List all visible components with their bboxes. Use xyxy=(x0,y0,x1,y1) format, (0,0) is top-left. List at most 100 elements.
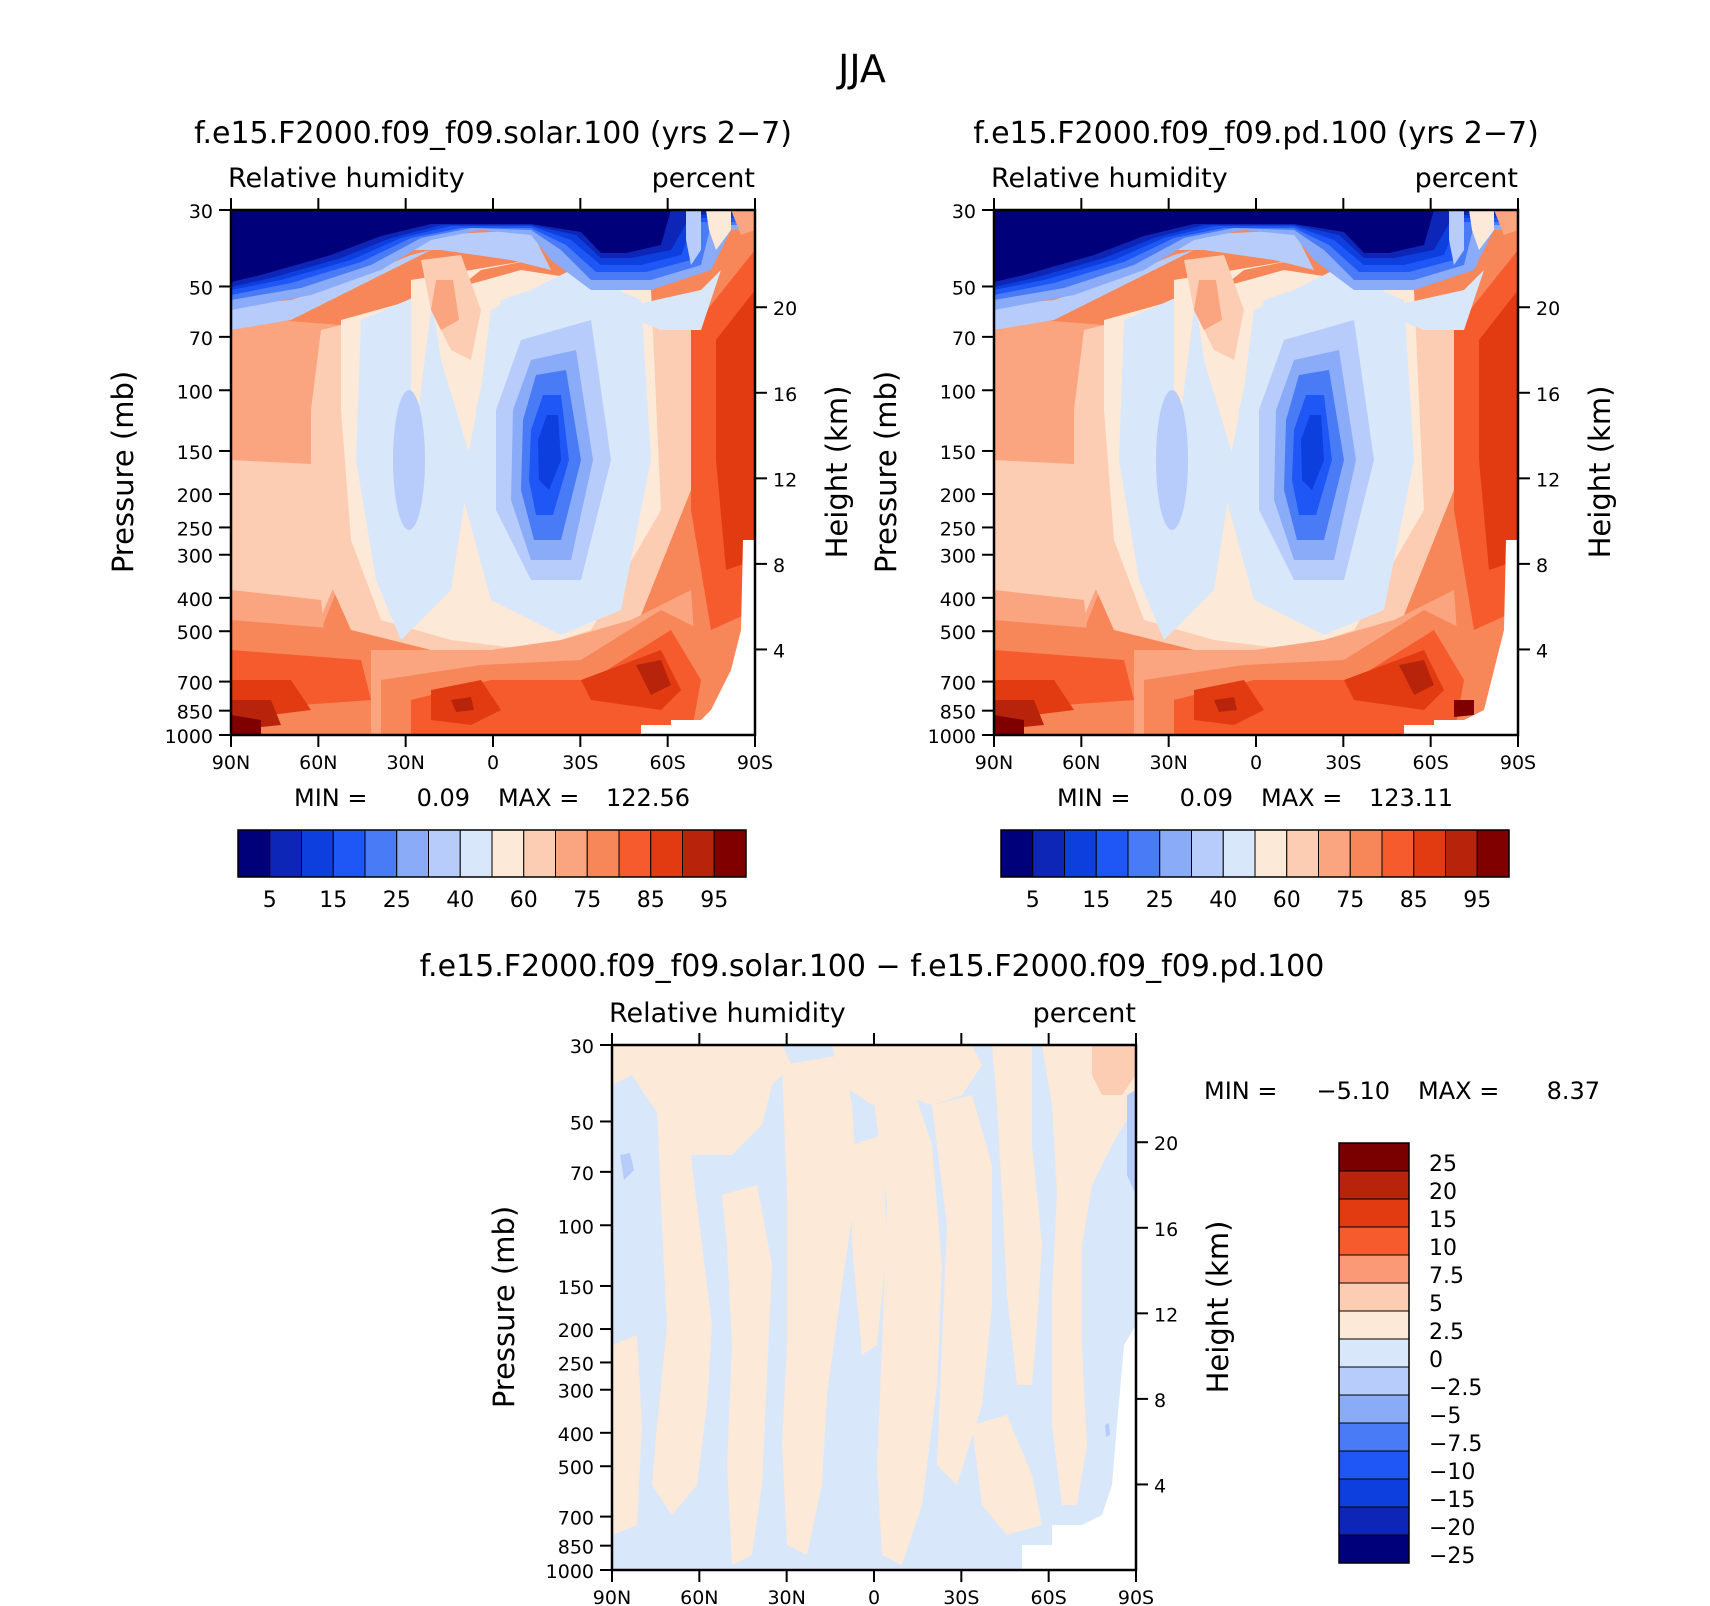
latitude-tick-label: 60S xyxy=(650,752,686,774)
panel-title: f.e15.F2000.f09_f09.pd.100 (yrs 2−7) xyxy=(973,116,1539,151)
pressure-tick-label: 100 xyxy=(558,1216,594,1238)
height-tick-label: 8 xyxy=(1536,555,1548,577)
colorbar-swatch xyxy=(1445,829,1478,878)
contour-band xyxy=(992,1045,1042,1385)
contour-band xyxy=(1105,1423,1110,1437)
colorbar-swatch xyxy=(1381,829,1415,878)
pressure-tick-label: 150 xyxy=(940,442,976,464)
colorbar-label: 15 xyxy=(1082,888,1110,913)
contour-band xyxy=(1494,210,1518,235)
colorbar-swatch xyxy=(364,829,398,878)
pressure-tick-label: 200 xyxy=(940,485,976,507)
colorbar-swatch xyxy=(713,829,747,878)
contour-band xyxy=(716,290,755,570)
height-tick-label: 4 xyxy=(1154,1475,1166,1497)
contour-field xyxy=(231,210,755,735)
colorbar-swatch xyxy=(396,829,429,878)
colorbar-swatch xyxy=(1254,829,1288,878)
min-value: 0.09 xyxy=(417,784,470,812)
colorbar-label: −2.5 xyxy=(1429,1376,1482,1401)
contour-band xyxy=(1449,210,1464,265)
contour-band xyxy=(620,1153,634,1180)
latitude-tick-label: 0 xyxy=(1250,752,1262,774)
colorbar-frame xyxy=(237,829,747,878)
colorbar-label: 60 xyxy=(1273,888,1301,913)
contour-band xyxy=(731,210,755,235)
colorbar-label: −15 xyxy=(1429,1488,1475,1513)
season-title: JJA xyxy=(836,47,886,91)
height-tick-label: 16 xyxy=(1536,384,1560,406)
pressure-tick-label: 1000 xyxy=(165,726,213,748)
y-axis-label-left: Pressure (mb) xyxy=(487,1206,521,1408)
pressure-tick-label: 250 xyxy=(177,518,213,540)
pressure-tick-label: 400 xyxy=(558,1424,594,1446)
contour-band xyxy=(994,210,1434,282)
min-value: 0.09 xyxy=(1180,784,1233,812)
latitude-tick-label: 30N xyxy=(386,752,424,774)
pressure-tick-label: 200 xyxy=(558,1320,594,1342)
contour-field xyxy=(994,210,1518,735)
colorbar-swatch xyxy=(269,829,302,878)
colorbar-swatch xyxy=(1064,829,1097,878)
latitude-tick-label: 30S xyxy=(943,1587,979,1606)
pressure-tick-label: 500 xyxy=(558,1457,594,1479)
colorbar-label: −10 xyxy=(1429,1460,1475,1485)
latitude-tick-label: 30N xyxy=(767,1587,805,1606)
missing-data xyxy=(641,540,755,735)
contour-band xyxy=(706,210,731,250)
pressure-tick-label: 250 xyxy=(558,1353,594,1375)
colorbar-swatch xyxy=(523,829,556,878)
variable-label: Relative humidity xyxy=(991,163,1228,194)
colorbar-label: 75 xyxy=(1336,888,1364,913)
colorbar-label: 25 xyxy=(1429,1152,1457,1177)
y-axis-label-right: Height (km) xyxy=(1583,386,1617,559)
min-label: MIN = xyxy=(1204,1077,1277,1105)
contour-band xyxy=(972,1415,1042,1535)
contour-band xyxy=(1479,290,1518,570)
colorbar-swatch xyxy=(1000,829,1034,878)
y-axis-label-right: Height (km) xyxy=(1201,1221,1235,1394)
pressure-tick-label: 70 xyxy=(189,328,213,350)
colorbar-swatch xyxy=(1338,1366,1410,1396)
colorbar-label: 0 xyxy=(1429,1348,1443,1373)
contour-band xyxy=(612,1045,792,1155)
contour-band xyxy=(1214,697,1237,712)
pressure-tick-label: 30 xyxy=(952,201,976,223)
contour-band xyxy=(1374,270,1484,330)
pressure-tick-label: 500 xyxy=(940,622,976,644)
height-tick-label: 20 xyxy=(1154,1133,1178,1155)
pressure-tick-label: 30 xyxy=(570,1036,594,1058)
contour-band xyxy=(832,1045,982,1105)
min-label: MIN = xyxy=(294,784,367,812)
colorbar-swatch xyxy=(1127,829,1161,878)
colorbar-swatch xyxy=(1338,1198,1410,1228)
pressure-tick-label: 1000 xyxy=(546,1561,594,1583)
contour-band xyxy=(1092,1045,1136,1095)
colorbar-swatch xyxy=(1476,829,1510,878)
contour-band xyxy=(231,210,671,282)
contour-band xyxy=(932,1095,992,1485)
max-label: MAX = xyxy=(498,784,579,812)
latitude-tick-label: 30S xyxy=(562,752,598,774)
colorbar-swatch xyxy=(491,829,525,878)
height-tick-label: 12 xyxy=(1154,1304,1178,1326)
y-axis-label-right: Height (km) xyxy=(820,386,854,559)
colorbar-swatch xyxy=(1338,1394,1410,1424)
colorbar-swatch xyxy=(1338,1254,1410,1284)
panel-solar: f.e15.F2000.f09_f09.solar.100 (yrs 2−7) … xyxy=(106,116,854,913)
svg-text:Pressure (mb): Pressure (mb) xyxy=(869,371,903,573)
colorbar-swatch xyxy=(1338,1450,1410,1480)
colorbar-swatch xyxy=(1349,829,1383,878)
colorbar-frame xyxy=(1000,829,1510,878)
latitude-tick-label: 60S xyxy=(1031,1587,1067,1606)
pressure-tick-label: 850 xyxy=(940,702,976,724)
max-value: 123.11 xyxy=(1369,784,1453,812)
pressure-tick-label: 100 xyxy=(177,381,213,403)
colorbar-swatch xyxy=(1222,829,1256,878)
pressure-tick-label: 50 xyxy=(189,277,213,299)
colorbar-swatch xyxy=(1338,1422,1410,1452)
pressure-tick-label: 850 xyxy=(177,702,213,724)
contour-band xyxy=(636,660,671,695)
